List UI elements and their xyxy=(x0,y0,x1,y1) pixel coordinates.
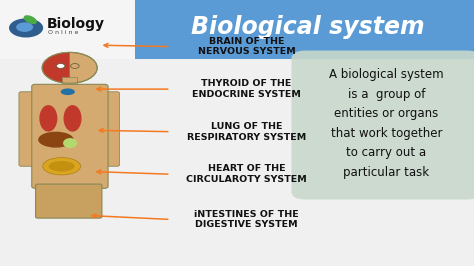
FancyBboxPatch shape xyxy=(99,92,119,166)
Circle shape xyxy=(9,18,43,38)
FancyBboxPatch shape xyxy=(292,51,474,200)
Text: A biological system
is a  group of
entities or organs
that work together
to carr: A biological system is a group of entiti… xyxy=(329,68,444,179)
Text: LUNG OF THE
RESPIRATORY SYSTEM: LUNG OF THE RESPIRATORY SYSTEM xyxy=(187,122,306,142)
Text: THYROID OF THE
ENDOCRINE SYSTEM: THYROID OF THE ENDOCRINE SYSTEM xyxy=(192,79,301,99)
FancyBboxPatch shape xyxy=(0,0,135,59)
Polygon shape xyxy=(104,0,474,59)
Text: O n l i n e: O n l i n e xyxy=(48,30,78,35)
Ellipse shape xyxy=(61,88,75,95)
Text: iNTESTINES OF THE
DIGESTIVE SYSTEM: iNTESTINES OF THE DIGESTIVE SYSTEM xyxy=(194,210,299,229)
Circle shape xyxy=(16,22,33,32)
Wedge shape xyxy=(42,52,70,83)
FancyBboxPatch shape xyxy=(32,84,108,188)
Text: BRAIN OF THE
NERVOUS SYSTEM: BRAIN OF THE NERVOUS SYSTEM xyxy=(198,37,295,56)
Ellipse shape xyxy=(64,105,82,132)
Text: Biology: Biology xyxy=(46,18,104,31)
Circle shape xyxy=(71,64,79,68)
Ellipse shape xyxy=(39,105,57,132)
Circle shape xyxy=(56,64,65,68)
Circle shape xyxy=(42,52,97,83)
Ellipse shape xyxy=(38,132,73,148)
Text: Biological system: Biological system xyxy=(191,15,425,39)
FancyBboxPatch shape xyxy=(0,56,474,266)
Ellipse shape xyxy=(43,157,81,175)
Ellipse shape xyxy=(49,161,75,172)
Ellipse shape xyxy=(24,15,37,24)
FancyBboxPatch shape xyxy=(36,184,102,218)
Text: HEART OF THE
CIRCULAROTY SYSTEM: HEART OF THE CIRCULAROTY SYSTEM xyxy=(186,164,307,184)
Ellipse shape xyxy=(63,138,77,148)
FancyBboxPatch shape xyxy=(62,77,77,87)
FancyBboxPatch shape xyxy=(19,92,39,166)
